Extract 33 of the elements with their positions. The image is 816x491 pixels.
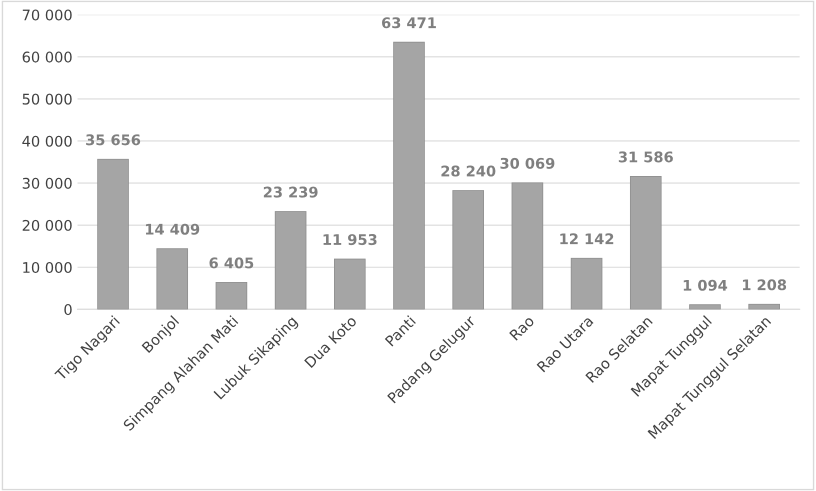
bar — [512, 182, 544, 310]
data-label: 14 409 — [146, 224, 200, 235]
data-label: 11 953 — [324, 234, 377, 246]
bar — [393, 42, 425, 310]
y-tick-label: 40 000 — [22, 136, 72, 147]
y-tick-label: 30 000 — [22, 178, 72, 189]
y-tick-label: 70 000 — [22, 9, 72, 20]
bar — [570, 258, 602, 310]
bar — [97, 158, 129, 310]
bar — [748, 304, 780, 310]
data-label: 1 208 — [742, 279, 786, 290]
x-tick-label: Rao — [509, 315, 535, 341]
bar — [216, 282, 248, 310]
y-tick-label: 60 000 — [22, 52, 72, 63]
bar — [452, 190, 484, 310]
data-label: 31 586 — [618, 151, 673, 162]
data-label: 35 656 — [86, 134, 140, 146]
bar — [630, 176, 662, 310]
y-tick-label: 20 000 — [22, 220, 72, 231]
data-label: 12 142 — [560, 233, 614, 244]
data-label: 63 471 — [382, 17, 436, 28]
bar — [274, 211, 306, 310]
bar — [156, 248, 188, 310]
y-tick-label: 0 — [64, 304, 72, 316]
data-label: 23 239 — [264, 186, 318, 198]
data-label: 30 069 — [500, 158, 554, 169]
bar — [334, 258, 366, 310]
data-label: 6 405 — [209, 257, 254, 268]
bar — [689, 304, 721, 310]
y-tick-label: 50 000 — [22, 94, 72, 105]
y-tick-label: 10 000 — [23, 262, 72, 273]
data-label: 28 240 — [441, 166, 496, 177]
data-label: 1 094 — [684, 280, 728, 291]
